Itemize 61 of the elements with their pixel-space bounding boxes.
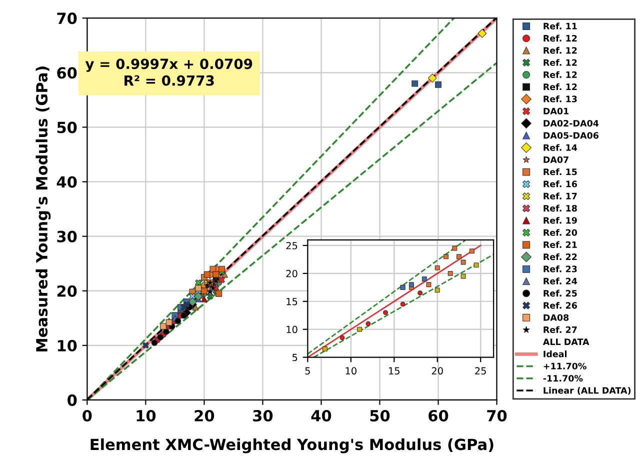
y-tick-label: 25 <box>286 242 298 250</box>
x-tick-label: 20 <box>432 367 443 375</box>
x-tick-label: 5 <box>305 367 310 375</box>
y-tick-label: 30 <box>57 230 77 242</box>
legend-label: Linear (ALL DATA) <box>544 386 631 395</box>
x-tick-label: 25 <box>475 367 486 375</box>
legend-label: Ref. 15 <box>544 168 577 176</box>
y-tick-label: 60 <box>57 67 77 79</box>
x-tick-label: 15 <box>389 367 400 375</box>
y-tick-label: 10 <box>286 326 298 334</box>
y-tick-label: 40 <box>56 176 77 188</box>
legend-label: DA02-DA04 <box>544 120 599 127</box>
legend-label: Ref. 16 <box>544 180 577 188</box>
legend-label: +11.70% <box>544 362 586 370</box>
legend-label: Ref. 13 <box>544 96 577 102</box>
legend-label: DA05-DA06 <box>544 132 598 139</box>
x-tick-label: 10 <box>346 367 356 375</box>
legend-label: Ref. 11 <box>544 22 577 30</box>
x-tick-label: 30 <box>253 410 273 422</box>
legend-label: DA08 <box>544 314 569 321</box>
legend-label: DA01 <box>544 108 569 114</box>
legend-label: Ref. 23 <box>544 266 577 272</box>
legend-label: Ref. 18 <box>544 204 577 212</box>
x-tick-label: 10 <box>136 410 156 422</box>
legend-label: -11.70% <box>543 374 583 382</box>
legend-label: Ref. 12 <box>544 34 577 42</box>
x-tick-label: 40 <box>311 410 332 422</box>
y-tick-label: 50 <box>57 122 77 134</box>
legend-label: Ref. 24 <box>544 278 578 284</box>
legend-label: Ref. 12 <box>544 46 577 54</box>
x-axis-title: Element XMC-Weighted Young's Modulus (GPa) <box>90 438 494 454</box>
legend-label: Ideal <box>544 350 567 358</box>
legend-label: Ref. 27 <box>544 326 577 334</box>
y-tick-label: 15 <box>286 298 298 306</box>
x-tick-label: 70 <box>487 410 507 422</box>
y-tick-label: 10 <box>58 340 77 352</box>
legend-label: Ref. 21 <box>544 241 577 248</box>
y-tick-label: 20 <box>57 285 77 297</box>
x-tick-label: 0 <box>82 410 92 422</box>
legend-label: Ref. 19 <box>544 216 577 224</box>
text: ALL DATA <box>542 338 590 346</box>
annotation: R² = 0.9773 <box>124 75 214 86</box>
x-tick-label: 50 <box>370 410 390 422</box>
legend-label: Ref. 20 <box>544 229 578 236</box>
legend-label: Ref. 14 <box>544 144 578 151</box>
legend-label: Ref. 17 <box>544 192 577 200</box>
annotation: y = 0.9997x + 0.0709 <box>85 58 252 72</box>
x-tick-label: 60 <box>428 410 448 422</box>
legend-label: Ref. 22 <box>544 253 577 260</box>
y-axis-title: Measured Young's Modulus (GPa) <box>36 66 51 352</box>
legend-label: DA07 <box>544 156 568 163</box>
y-tick-label: 70 <box>57 12 77 24</box>
y-tick-label: 0 <box>68 394 77 406</box>
x-tick-label: 20 <box>194 410 214 422</box>
legend-label: Ref. 12 <box>544 71 577 78</box>
y-tick-label: 5 <box>292 354 298 362</box>
legend-label: Ref. 12 <box>544 83 577 90</box>
legend-label: Ref. 26 <box>544 302 577 309</box>
legend-label: Ref. 25 <box>544 290 577 297</box>
y-tick-label: 20 <box>286 270 298 278</box>
legend-label: Ref. 12 <box>544 59 577 66</box>
